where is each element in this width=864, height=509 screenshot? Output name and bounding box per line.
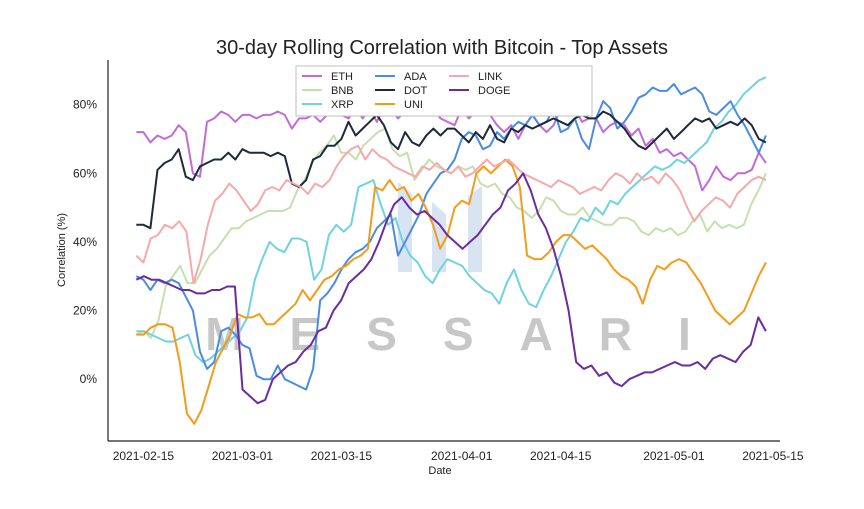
axes <box>107 60 780 442</box>
y-tick-label: 80% <box>73 98 97 112</box>
x-axis-title: Date <box>428 465 451 477</box>
legend-label: DOT <box>404 85 428 97</box>
y-tick-label: 60% <box>73 166 97 180</box>
watermark-logo-bar <box>432 202 446 272</box>
series-line-eth <box>136 96 767 192</box>
watermark-logo-bar <box>398 182 412 272</box>
series-line-link <box>135 144 767 285</box>
series-lines <box>135 76 767 425</box>
x-tick-label: 2021-05-15 <box>742 449 804 463</box>
series-line-bnb <box>135 127 767 339</box>
x-tick-label: 2021-05-01 <box>643 449 705 463</box>
y-axis-title: Correlation (%) <box>56 213 68 287</box>
x-tick-label: 2021-04-15 <box>530 449 592 463</box>
legend: ETH BNB XRP ADA DOT UNI LINK DOGE <box>295 65 593 117</box>
legend-item-bnb: BNB <box>302 85 354 97</box>
series-line-dot <box>136 110 767 230</box>
x-tick-label: 2021-03-15 <box>311 449 373 463</box>
watermark-logo-bar <box>468 186 482 272</box>
legend-item-dot: DOT <box>375 85 428 97</box>
legend-label: ADA <box>404 71 427 83</box>
legend-item-xrp: XRP <box>302 99 354 111</box>
y-tick-label: 0% <box>80 372 98 386</box>
series-line-ada <box>135 83 767 391</box>
legend-item-doge: DOGE <box>449 85 510 97</box>
watermark-text: M E S S A R I <box>205 308 691 360</box>
legend-item-uni: UNI <box>375 99 423 111</box>
y-tick-label: 40% <box>73 235 97 249</box>
y-tick-label: 20% <box>73 304 97 318</box>
legend-box <box>295 65 593 117</box>
y-tick-labels: 0% 20% 40% 60% 80% <box>73 98 97 387</box>
x-tick-label: 2021-03-01 <box>212 449 274 463</box>
legend-item-ada: ADA <box>375 71 427 83</box>
chart-title: 30-day Rolling Correlation with Bitcoin … <box>216 37 668 59</box>
legend-label: BNB <box>331 85 354 97</box>
legend-label: ETH <box>331 71 353 83</box>
watermark: M E S S A R I <box>205 182 691 360</box>
legend-label: LINK <box>478 71 503 83</box>
series-line-xrp <box>136 76 767 364</box>
legend-label: DOGE <box>478 85 510 97</box>
legend-item-link: LINK <box>449 71 503 83</box>
series-line-uni <box>136 158 767 425</box>
legend-label: XRP <box>331 99 354 111</box>
legend-item-eth: ETH <box>302 71 353 83</box>
series-line-doge <box>135 172 767 405</box>
x-tick-labels: 2021-02-15 2021-03-01 2021-03-15 2021-04-01… <box>113 449 804 463</box>
legend-label: UNI <box>404 99 423 111</box>
x-tick-label: 2021-02-15 <box>113 449 175 463</box>
x-tick-label: 2021-04-01 <box>431 449 493 463</box>
